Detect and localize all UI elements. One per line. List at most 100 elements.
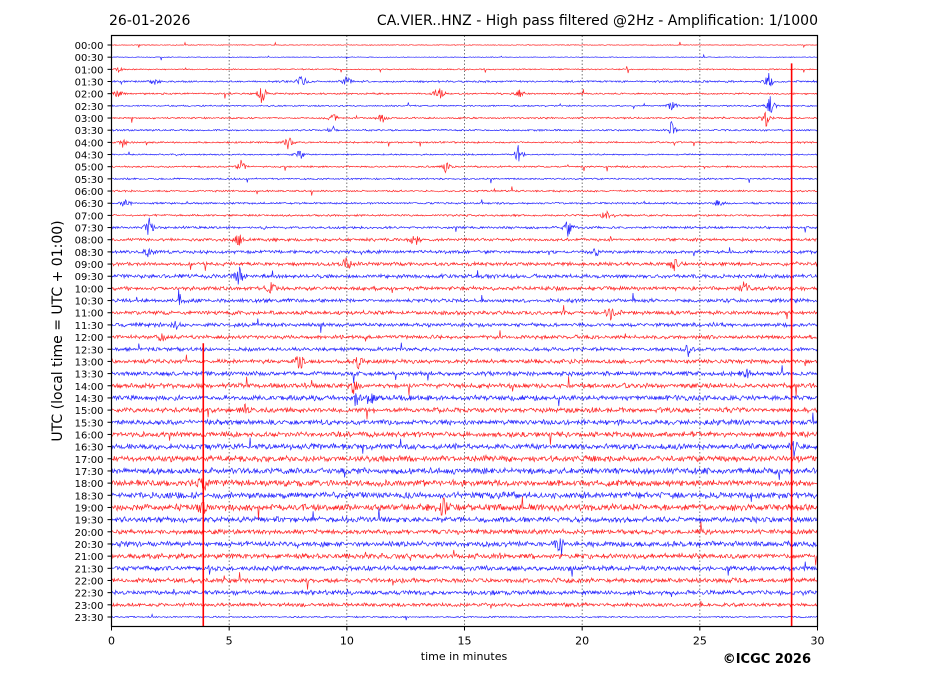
y-tick-label: 05:00 [75, 163, 104, 174]
y-tick-label: 17:00 [75, 455, 104, 466]
y-tick-label: 13:00 [75, 357, 104, 368]
y-tick-label: 00:30 [75, 53, 104, 64]
trace-row-1930 [111, 508, 818, 525]
y-tick-label: 20:30 [75, 540, 104, 551]
y-tick-label: 04:30 [75, 151, 104, 162]
y-tick-label: 01:30 [75, 78, 104, 89]
y-tick-label: 23:00 [75, 601, 104, 612]
trace-row-2330 [111, 613, 818, 621]
trace-row-0200 [111, 88, 818, 103]
trace-row-1700 [111, 454, 818, 464]
y-tick-label: 10:00 [75, 284, 104, 295]
x-tick-label: 20 [575, 635, 589, 648]
trace-row-1300 [111, 354, 818, 370]
y-tick-label: 13:30 [75, 370, 104, 381]
y-tick-label: 08:30 [75, 248, 104, 259]
y-tick-label: 21:30 [75, 564, 104, 575]
y-tick-label: 15:30 [75, 418, 104, 429]
trace-row-0000 [111, 41, 818, 49]
trace-row-1000 [111, 281, 818, 294]
trace-row-1230 [111, 342, 818, 358]
trace-row-1530 [111, 412, 818, 427]
trace-row-1030 [111, 289, 818, 306]
trace-row-0500 [111, 159, 818, 174]
x-tick-label: 25 [693, 635, 707, 648]
y-tick-label: 10:30 [75, 297, 104, 308]
trace-row-2130 [111, 561, 818, 577]
y-tick-label: 00:00 [75, 41, 104, 52]
trace-row-0800 [111, 234, 818, 246]
y-tick-label: 02:00 [75, 90, 104, 101]
trace-row-0730 [111, 217, 818, 237]
y-tick-label: 11:00 [75, 309, 104, 320]
trace-row-1600 [111, 430, 818, 445]
trace-row-0630 [111, 198, 818, 207]
trace-row-1500 [111, 403, 818, 420]
y-tick-label: 22:00 [75, 576, 104, 587]
trace-row-0900 [111, 257, 818, 272]
trace-row-2230 [111, 588, 818, 597]
x-tick-label: 0 [108, 635, 115, 648]
trace-row-1900 [111, 496, 818, 521]
copyright: ©ICGC 2026 [723, 652, 811, 667]
y-tick-label: 01:00 [75, 65, 104, 76]
trace-row-0130 [111, 72, 818, 87]
y-tick-label: 06:30 [75, 199, 104, 210]
x-tick-label: 30 [811, 635, 825, 648]
y-tick-label: 12:30 [75, 345, 104, 356]
chart-title: CA.VIER..HNZ - High pass filtered @2Hz -… [377, 13, 818, 29]
y-tick-label: 20:00 [75, 528, 104, 539]
y-tick-label: 17:30 [75, 467, 104, 478]
trace-row-1630 [111, 437, 818, 459]
y-tick-label: 18:30 [75, 491, 104, 502]
y-tick-label: 04:00 [75, 138, 104, 149]
y-tick-label: 21:00 [75, 552, 104, 563]
y-tick-label: 05:30 [75, 175, 104, 186]
x-tick-label: 10 [340, 635, 354, 648]
y-tick-label: 19:00 [75, 503, 104, 514]
x-tick-label: 15 [458, 635, 472, 648]
y-tick-label: 11:30 [75, 321, 104, 332]
y-tick-label: 14:30 [75, 394, 104, 405]
trace-row-0600 [111, 186, 818, 196]
trace-row-0400 [111, 137, 818, 150]
trace-row-2300 [111, 600, 818, 609]
trace-row-0330 [111, 120, 818, 134]
y-tick-label: 02:30 [75, 102, 104, 113]
trace-row-1130 [111, 318, 818, 333]
y-tick-label: 22:30 [75, 589, 104, 600]
x-tick-label: 5 [226, 635, 233, 648]
trace-row-1400 [111, 376, 818, 397]
y-tick-label: 08:00 [75, 236, 104, 247]
y-tick-label: 09:00 [75, 260, 104, 271]
y-tick-label: 06:00 [75, 187, 104, 198]
y-axis-label: UTC (local time = UTC + 01:00) [50, 220, 66, 441]
trace-row-0700 [111, 210, 818, 219]
y-tick-label: 19:30 [75, 516, 104, 527]
y-tick-label: 09:30 [75, 272, 104, 283]
y-tick-label: 03:30 [75, 126, 104, 137]
trace-row-1730 [111, 466, 818, 480]
plot-frame [110, 34, 819, 628]
trace-row-2030 [111, 538, 818, 556]
trace-row-0430 [111, 145, 818, 162]
trace-row-1330 [111, 365, 818, 384]
trace-row-2100 [111, 549, 818, 566]
y-tick-label: 16:00 [75, 430, 104, 441]
trace-row-1100 [111, 305, 818, 321]
trace-row-1830 [111, 490, 818, 502]
y-tick-label: 12:00 [75, 333, 104, 344]
y-tick-label: 07:00 [75, 211, 104, 222]
y-tick-label: 23:30 [75, 613, 104, 624]
y-tick-label: 03:00 [75, 114, 104, 125]
x-axis-label: time in minutes [421, 650, 508, 663]
trace-row-0230 [111, 96, 818, 113]
trace-row-0930 [111, 266, 818, 285]
trace-row-0030 [111, 53, 818, 61]
trace-row-0100 [111, 66, 818, 74]
y-tick-label: 15:00 [75, 406, 104, 417]
trace-row-2000 [111, 521, 818, 536]
chart-date: 26-01-2026 [109, 13, 190, 29]
trace-row-1200 [111, 330, 818, 342]
